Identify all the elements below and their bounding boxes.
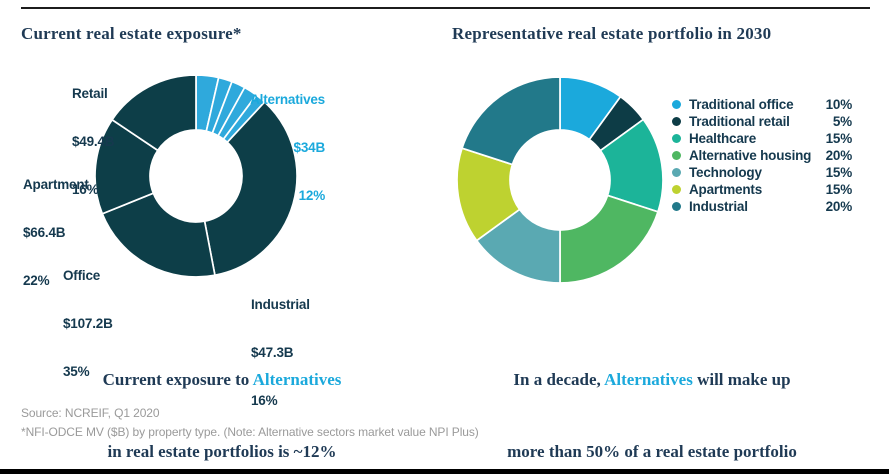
left-caption-line2: in real estate portfolios is ~12% [107, 442, 337, 461]
industrial-value: $47.3B [251, 345, 294, 360]
donut-slice [203, 100, 298, 277]
legend-row-apartments: Apartments 15% [672, 181, 852, 198]
donut-slice [110, 74, 197, 152]
healthcare-dot-icon [672, 134, 681, 143]
office-name: Office [63, 268, 101, 283]
left-chart-title: Current real estate exposure* [21, 24, 242, 43]
legend-label: Traditional office [689, 97, 794, 112]
legend-row-industrial: Industrial 20% [672, 198, 852, 215]
legend-row-healthcare: Healthcare 15% [672, 130, 852, 147]
legend-label: Healthcare [689, 131, 757, 146]
legend-value: 10% [825, 97, 853, 112]
apartment-pct: 22% [23, 273, 50, 288]
legend-row-technology: Technology 15% [672, 164, 852, 181]
retail-value: $49.4B [72, 134, 115, 149]
bottom-rule [0, 469, 889, 474]
right-caption-post: will make up [692, 370, 791, 389]
retail-name: Retail [72, 86, 108, 101]
legend-value: 20% [825, 148, 853, 163]
top-rule [21, 7, 870, 9]
source-note: Source: NCREIF, Q1 2020 [21, 406, 160, 420]
traditional-retail-dot-icon [672, 117, 681, 126]
legend-value: 5% [832, 114, 852, 129]
apartments-dot-icon [672, 185, 681, 194]
right-caption-line1: In a decade, Alternatives will make up [452, 368, 852, 392]
alternatives-slice-label: Alternatives $34B 12% [233, 60, 325, 236]
donut-slice [101, 192, 216, 278]
retail-slice-label: Retail $49.4B 16% [72, 54, 115, 230]
legend-value: 15% [825, 131, 853, 146]
legend-value: 15% [825, 182, 853, 197]
right-caption-pre: In a decade, [513, 370, 605, 389]
footer: Source: NCREIF, Q1 2020 *NFI-ODCE MV ($B… [21, 404, 479, 442]
industrial-pct: 16% [251, 393, 278, 408]
technology-dot-icon [672, 168, 681, 177]
industrial-name: Industrial [251, 297, 310, 312]
left-caption: Current exposure to Alternatives in real… [22, 320, 422, 474]
office-pct: 35% [63, 364, 90, 379]
right-caption: In a decade, Alternatives will make up m… [452, 320, 852, 474]
right-caption-highlight: Alternatives [604, 370, 693, 389]
legend-label: Apartments [689, 182, 763, 197]
traditional-office-dot-icon [672, 100, 681, 109]
left-caption-highlight: Alternatives [252, 370, 342, 389]
footnote: *NFI-ODCE MV ($B) by property type. (Not… [21, 425, 479, 439]
alternatives-value: $34B [293, 140, 326, 155]
legend-row-traditional-office: Traditional office 10% [672, 96, 852, 113]
left-caption-pre: Current exposure to [102, 370, 253, 389]
legend-value: 15% [825, 165, 853, 180]
industrial-dot-icon [672, 202, 681, 211]
industrial-slice-label: Industrial $47.3B 16% [251, 265, 310, 441]
alternatives-pct: 12% [298, 188, 326, 203]
legend-value: 20% [825, 199, 853, 214]
alternative-housing-dot-icon [672, 151, 681, 160]
legend-label: Industrial [689, 199, 748, 214]
legend-label: Technology [689, 165, 762, 180]
office-value: $107.2B [63, 316, 113, 331]
legend-label: Alternative housing [689, 148, 812, 163]
legend-label: Traditional retail [689, 114, 790, 129]
legend-row-traditional-retail: Traditional retail 5% [672, 113, 852, 130]
apartment-name: Apartment [23, 177, 89, 192]
legend: Traditional office 10% Traditional retai… [672, 96, 852, 215]
apartment-value: $66.4B [23, 225, 66, 240]
alternatives-name: Alternatives [250, 92, 325, 107]
donut-slice [460, 76, 561, 166]
donut-slice [559, 194, 660, 284]
right-caption-line2: more than 50% of a real estate portfolio [507, 442, 797, 461]
portfolio-2030-donut-chart [456, 76, 664, 284]
apartment-slice-label: Apartment $66.4B 22% [23, 145, 89, 321]
retail-pct: 16% [72, 182, 99, 197]
office-slice-label: Office $107.2B 35% [63, 236, 113, 412]
current-exposure-donut-chart [94, 74, 298, 278]
right-chart-title: Representative real estate portfolio in … [452, 24, 772, 43]
legend-row-alternative-housing: Alternative housing 20% [672, 147, 852, 164]
left-caption-line1: Current exposure to Alternatives [22, 368, 422, 392]
